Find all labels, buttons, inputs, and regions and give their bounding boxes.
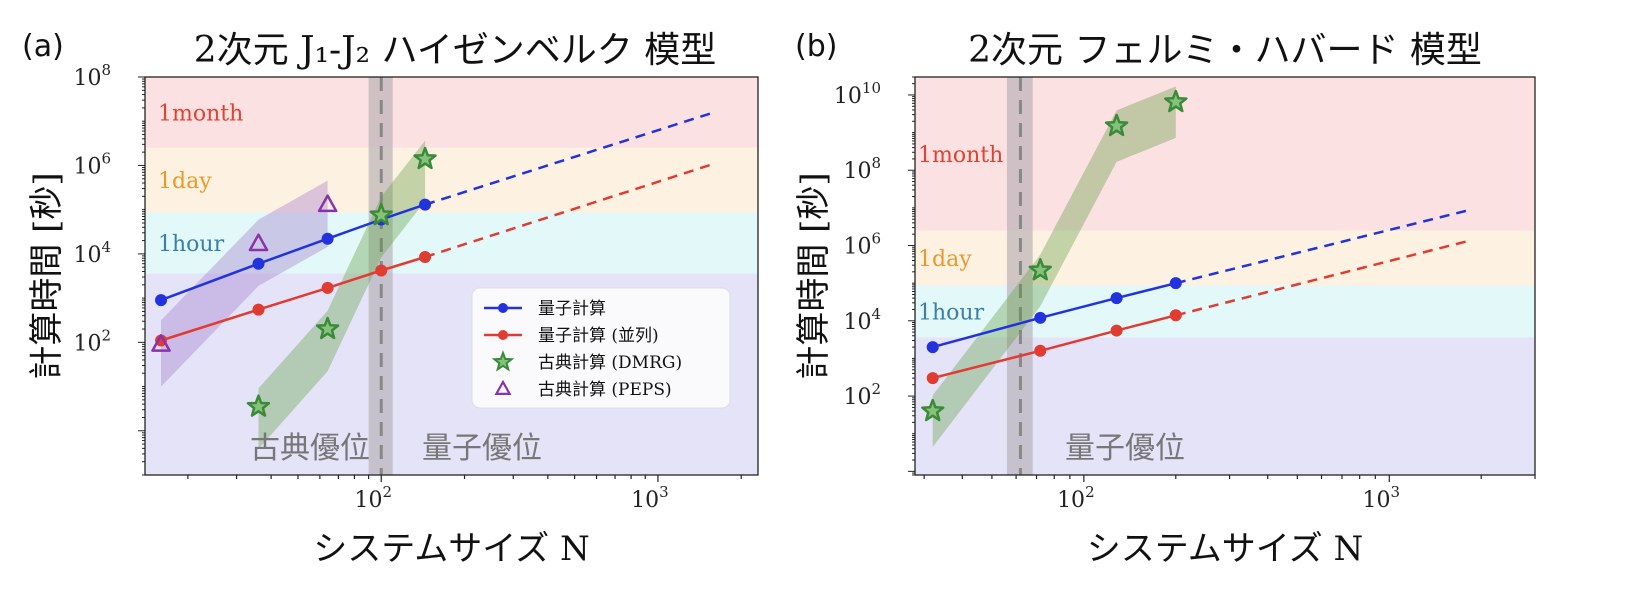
y-tick-exponent: 8 (101, 61, 111, 79)
y-tick-label: 106 (73, 149, 111, 179)
y-tick-exponent: 8 (871, 154, 881, 172)
legend-label: 量子計算 (538, 299, 606, 319)
panel-a: 1month 1day 1hour 古典優位 量子優位 102 103 102 104 106 10… (22, 29, 759, 569)
y-tick-label: 102 (843, 380, 881, 410)
star-marker (413, 146, 437, 170)
x-tick-label: 103 (1363, 483, 1401, 513)
x-tick-exponent: 3 (1391, 483, 1401, 501)
y-tick-label: 108 (73, 61, 111, 91)
legend-label: 量子計算 (並列) (538, 326, 659, 346)
band-label-1hour: 1hour (918, 301, 985, 326)
star-marker (1164, 89, 1188, 113)
legend-point-swatch (498, 303, 508, 313)
legend-box (471, 287, 731, 409)
y-axis-label: 計算時間 [秒] (794, 172, 834, 379)
panel-label: (b) (795, 29, 837, 64)
legend-triangle-swatch (494, 379, 512, 395)
y-tick-label: 1010 (834, 79, 881, 109)
chart-title: 2次元 J₁-J₂ ハイゼンベルク 模型 (194, 30, 716, 71)
x-tick-label: 102 (1057, 483, 1095, 513)
data-point (419, 198, 432, 211)
data-point (1034, 311, 1047, 324)
x-tick-exponent: 2 (1085, 483, 1095, 501)
band-label-1day: 1day (158, 169, 212, 194)
data-point (321, 281, 334, 294)
x-tick-exponent: 3 (659, 483, 669, 501)
star-marker (921, 398, 945, 422)
data-point (155, 294, 168, 307)
data-point (321, 232, 334, 245)
y-tick-label: 104 (73, 238, 111, 268)
band-label-1day: 1day (918, 247, 972, 272)
triangle-marker (151, 334, 171, 352)
star-marker (369, 202, 393, 226)
y-tick-exponent: 6 (101, 149, 111, 167)
classical-advantage-label: 古典優位 (250, 431, 370, 466)
star-marker (1104, 113, 1129, 137)
y-tick-exponent: 4 (871, 305, 881, 323)
quantum-advantage-label: 量子優位 (1065, 431, 1185, 466)
y-tick-label: 106 (843, 230, 881, 260)
band-label-1month: 1month (158, 101, 243, 126)
legend-star-swatch (491, 350, 515, 372)
legend-label: 古典計算 (DMRG) (538, 353, 682, 373)
band-label-1hour: 1hour (158, 232, 225, 257)
data-point (1169, 309, 1182, 322)
data-point (1110, 292, 1123, 305)
y-tick-exponent: 6 (871, 230, 881, 248)
legend-label: 古典計算 (PEPS) (538, 380, 672, 400)
x-axis-label: システムサイズ N (1087, 529, 1364, 569)
x-tick-label: 103 (631, 483, 669, 513)
legend-point-swatch (498, 330, 508, 340)
data-point (252, 303, 265, 316)
y-tick-exponent: 2 (871, 380, 881, 398)
y-tick-exponent: 10 (862, 79, 881, 97)
data-point (375, 264, 388, 277)
star-marker (315, 316, 340, 340)
series-line-0 (932, 281, 1177, 349)
band-2 (145, 212, 758, 274)
y-tick-exponent: 2 (101, 326, 111, 344)
quantum-advantage-label: 量子優位 (422, 431, 542, 466)
band-1 (145, 147, 758, 213)
x-tick-label: 102 (354, 483, 392, 513)
axes-frame (144, 76, 759, 476)
band-0 (145, 77, 758, 148)
y-tick-label: 102 (73, 326, 111, 356)
data-point (155, 334, 168, 347)
uncertainty-band-3 (161, 180, 328, 387)
panel-label: (a) (22, 29, 64, 64)
x-tick-exponent: 2 (382, 483, 392, 501)
y-axis-label: 計算時間 [秒] (27, 172, 67, 379)
data-point (419, 251, 432, 264)
triangle-marker (248, 233, 269, 252)
data-point (1034, 344, 1047, 357)
triangle-marker (317, 194, 338, 213)
data-point (1110, 324, 1123, 337)
data-point (926, 341, 939, 354)
data-point (926, 372, 939, 385)
y-tick-label: 104 (843, 305, 881, 335)
y-tick-exponent: 4 (101, 238, 111, 256)
y-tick-label: 108 (843, 154, 881, 184)
star-marker (246, 394, 271, 417)
star-marker (1028, 258, 1052, 281)
data-point (1169, 277, 1182, 290)
band-label-1month: 1month (918, 143, 1003, 168)
uncertainty-band-2 (932, 86, 1176, 448)
series-line-1 (932, 314, 1177, 380)
chart-title: 2次元 フェルミ・ハバード 模型 (968, 30, 1482, 71)
x-axis-label: システムサイズ N (313, 529, 590, 569)
data-point (252, 257, 265, 270)
axes-frame (914, 76, 1536, 476)
